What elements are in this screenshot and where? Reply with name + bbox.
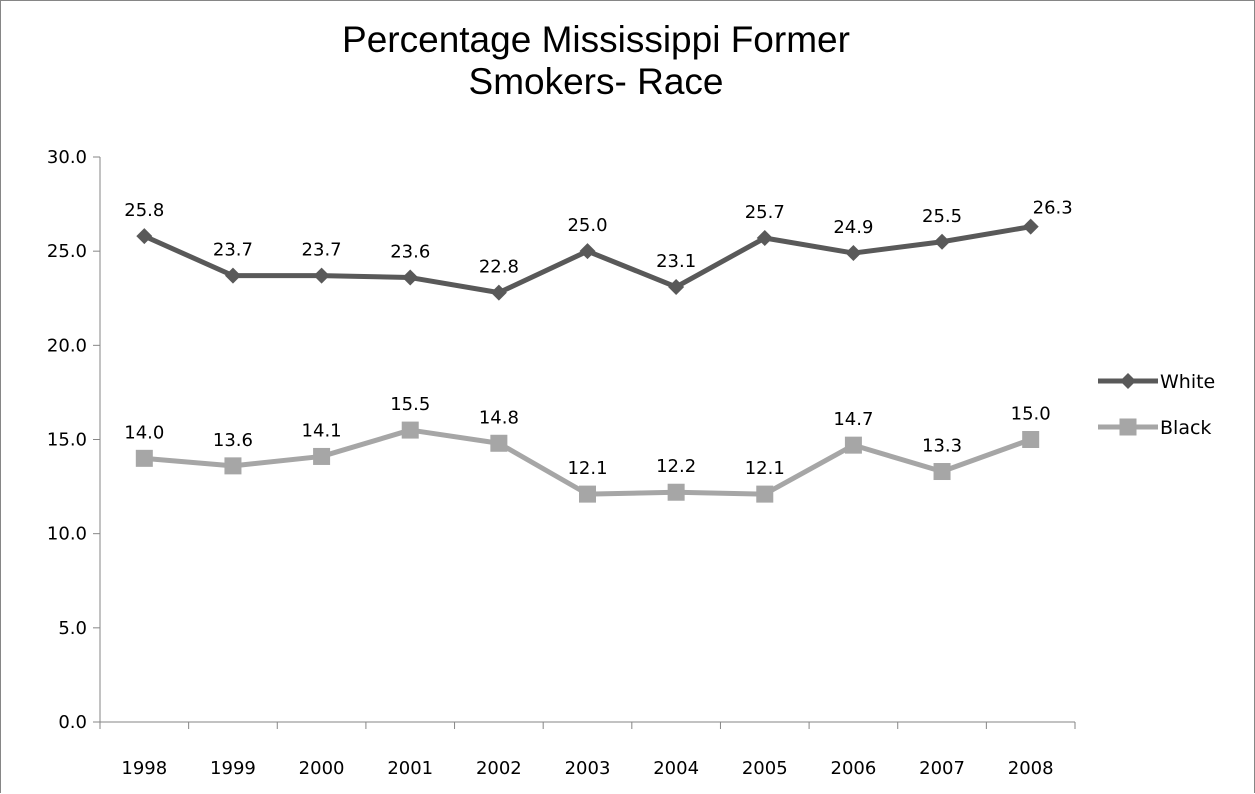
data-label-white: 26.3 [1033, 198, 1073, 219]
data-label-white: 25.7 [745, 202, 785, 223]
y-tick-label: 15.0 [47, 430, 87, 451]
data-label-black: 14.7 [833, 409, 873, 430]
data-point-white [845, 245, 862, 262]
data-point-white [579, 243, 596, 260]
x-tick-label: 2007 [919, 758, 965, 779]
legend-label-white: White [1160, 371, 1215, 393]
data-label-black: 15.5 [390, 394, 430, 415]
data-label-black: 13.6 [213, 430, 253, 451]
data-label-white: 25.5 [922, 206, 962, 227]
data-point-black [667, 483, 685, 501]
data-label-black: 14.1 [302, 420, 342, 441]
legend-marker-black [1119, 418, 1137, 436]
chart-title-line-1: Percentage Mississippi Former [342, 19, 850, 60]
data-point-black [1022, 431, 1040, 448]
data-point-white [224, 267, 241, 284]
x-tick-label: 1998 [121, 758, 167, 779]
x-tick-label: 2002 [476, 758, 522, 779]
data-point-white [313, 267, 330, 284]
data-label-black: 14.0 [124, 422, 164, 443]
x-tick-label: 2005 [742, 758, 788, 779]
data-label-white: 23.6 [390, 242, 430, 263]
data-label-black: 12.1 [567, 458, 607, 479]
data-point-black [933, 463, 951, 481]
x-tick-label: 2008 [1008, 758, 1054, 779]
chart-title: Percentage Mississippi Former Smokers- R… [1, 19, 1191, 103]
data-label-white: 22.8 [479, 257, 519, 278]
data-point-black [135, 449, 153, 467]
data-point-black [579, 485, 596, 503]
y-tick-label: 25.0 [47, 241, 87, 262]
data-label-black: 12.2 [656, 456, 696, 477]
data-label-black: 14.8 [479, 407, 519, 428]
data-label-black: 13.3 [922, 436, 962, 457]
data-point-black [490, 434, 508, 452]
data-point-black [401, 421, 419, 439]
y-tick-label: 20.0 [47, 335, 87, 356]
data-point-white [136, 228, 153, 245]
data-label-white: 23.7 [213, 240, 253, 261]
data-point-black [313, 447, 331, 465]
y-tick-label: 5.0 [58, 618, 87, 639]
data-point-white [490, 284, 507, 301]
data-label-white: 23.1 [656, 251, 696, 272]
y-tick-label: 30.0 [47, 147, 87, 168]
data-label-black: 12.1 [745, 458, 785, 479]
data-label-white: 23.7 [302, 240, 342, 261]
x-tick-label: 2000 [299, 758, 345, 779]
data-point-black [756, 485, 774, 503]
x-tick-label: 1999 [210, 758, 256, 779]
data-label-black: 15.0 [1011, 404, 1051, 425]
data-point-white [1022, 218, 1039, 235]
data-point-white [756, 229, 773, 246]
data-point-white [402, 269, 419, 286]
x-tick-label: 2004 [653, 758, 699, 779]
data-label-white: 25.0 [567, 215, 607, 236]
data-label-white: 25.8 [124, 200, 164, 221]
legend-marker-white [1120, 373, 1136, 389]
data-point-black [844, 436, 862, 454]
x-tick-label: 2003 [565, 758, 611, 779]
x-tick-label: 2001 [387, 758, 433, 779]
x-tick-label: 2006 [831, 758, 877, 779]
y-tick-label: 0.0 [58, 712, 87, 733]
legend-label-black: Black [1160, 417, 1211, 439]
chart-title-line-2: Smokers- Race [468, 61, 724, 102]
data-point-white [668, 278, 685, 295]
series-line-white [141, 224, 1034, 296]
y-tick-label: 10.0 [47, 524, 87, 545]
data-label-white: 24.9 [833, 217, 873, 238]
data-point-black [224, 457, 242, 475]
data-point-white [934, 233, 951, 250]
